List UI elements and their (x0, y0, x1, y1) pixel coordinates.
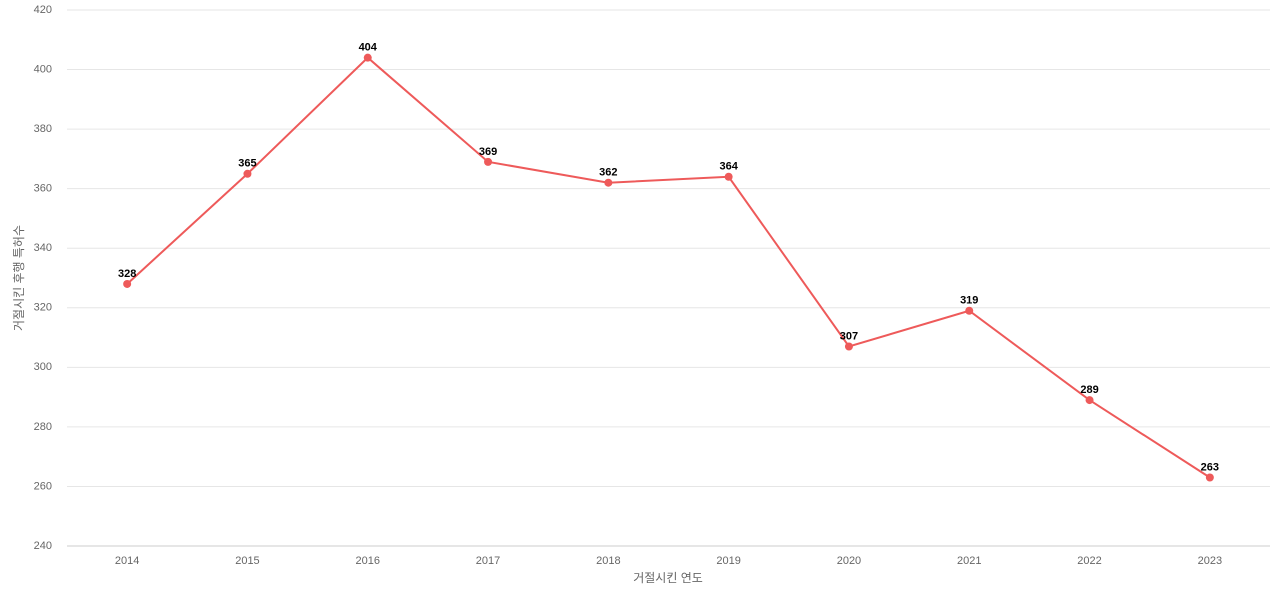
value-label: 364 (719, 161, 738, 173)
y-tick-label: 280 (34, 421, 52, 433)
line (126, 56, 1211, 479)
y-tick-label: 240 (34, 540, 52, 552)
y-tick-label: 400 (34, 63, 52, 75)
x-tick-label: 2021 (957, 555, 981, 567)
y-tick-label: 340 (34, 242, 52, 254)
y-axis-title: 거절시킨 후행 특허수 (11, 225, 26, 331)
value-label: 319 (960, 295, 978, 307)
y-tick-label: 360 (34, 183, 52, 195)
point (484, 157, 493, 166)
y-tick-label: 300 (34, 361, 52, 373)
value-label: 328 (118, 268, 136, 280)
point (1085, 396, 1094, 405)
y-tick-label: 420 (34, 4, 52, 16)
point (363, 53, 372, 62)
point (604, 178, 613, 187)
point (844, 342, 853, 351)
y-tick-label: 380 (34, 123, 52, 135)
point (965, 306, 974, 315)
x-axis-title: 거절시킨 연도 (633, 571, 703, 585)
x-tick-label: 2015 (235, 555, 259, 567)
value-label: 369 (479, 146, 497, 158)
x-tick-label: 2014 (115, 555, 139, 567)
x-tick-label: 2023 (1198, 555, 1222, 567)
y-tick-label: 260 (34, 480, 52, 492)
x-tick-label: 2017 (476, 555, 500, 567)
x-tick-label: 2020 (837, 555, 861, 567)
value-label: 365 (238, 158, 256, 170)
value-label: 289 (1080, 384, 1098, 396)
value-label: 404 (359, 42, 378, 54)
x-tick-label: 2019 (716, 555, 740, 567)
point (724, 172, 733, 181)
x-tick-label: 2018 (596, 555, 620, 567)
point (243, 169, 252, 178)
y-tick-label: 320 (34, 302, 52, 314)
point (123, 279, 132, 288)
point (1205, 473, 1214, 482)
value-label: 263 (1201, 461, 1219, 473)
x-tick-label: 2016 (356, 555, 380, 567)
value-label: 307 (840, 330, 858, 342)
value-label: 362 (599, 167, 617, 179)
x-tick-label: 2022 (1077, 555, 1101, 567)
